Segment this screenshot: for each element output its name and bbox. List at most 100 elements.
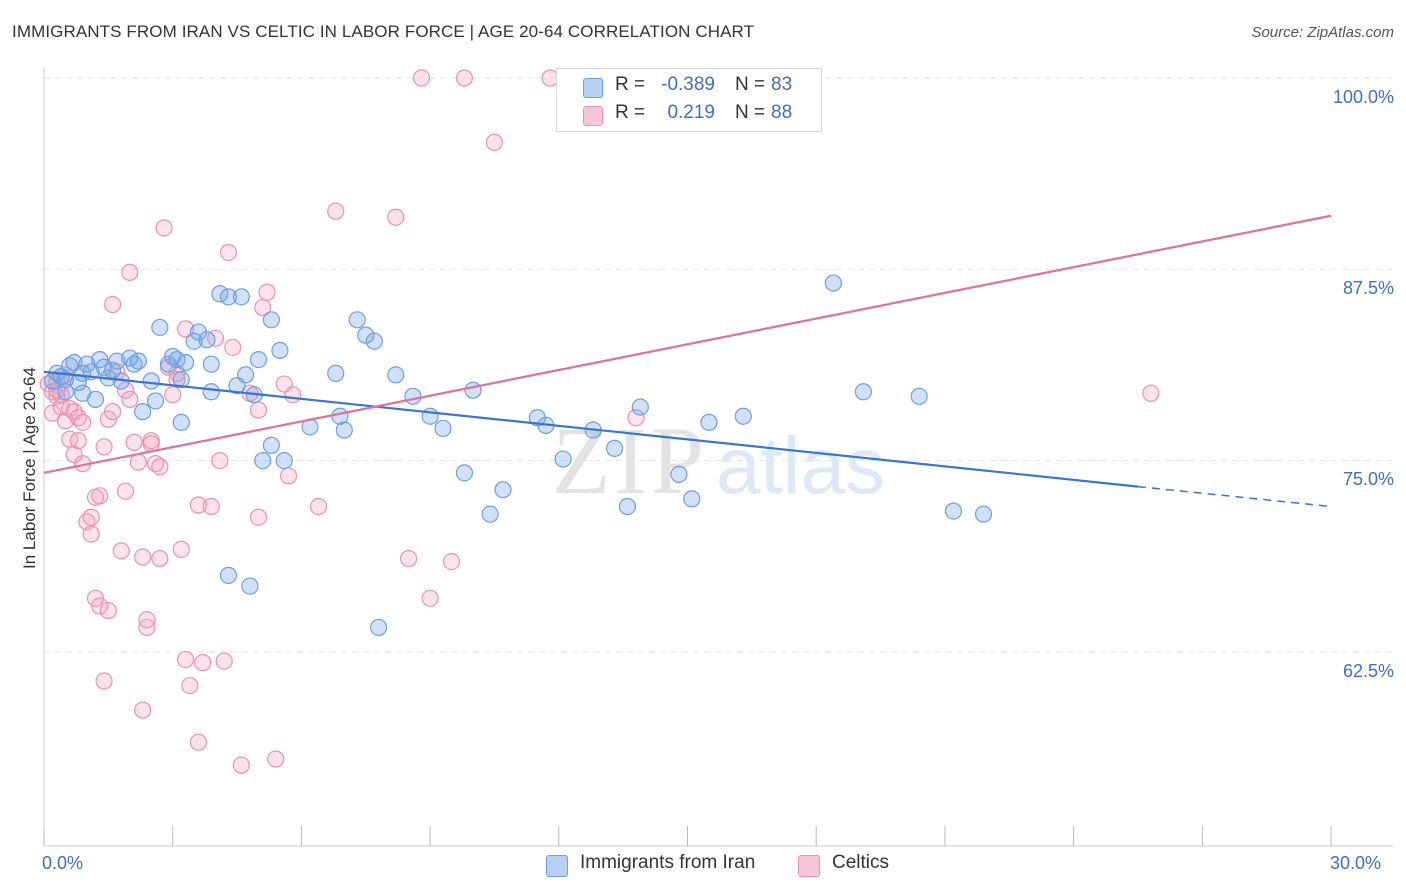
celtics-point — [309, 497, 328, 516]
celtics-point — [202, 497, 220, 516]
celtics-point — [181, 676, 199, 695]
celtics-point — [138, 611, 156, 629]
x-tick-label: 30.0% — [1330, 853, 1382, 873]
watermark-zip: ZIP — [552, 407, 708, 514]
celtics-point — [412, 69, 431, 87]
legend-r-value: 0.219 — [667, 102, 715, 123]
legend-label-celtics: Celtics — [832, 852, 890, 873]
iran-point — [86, 390, 105, 408]
celtics-point — [43, 404, 62, 422]
iran-point — [202, 383, 220, 401]
celtics-point — [455, 69, 474, 87]
celtics-point — [267, 750, 285, 768]
celtics-point — [249, 401, 268, 419]
celtics-point — [485, 133, 504, 151]
iran-points — [43, 274, 993, 637]
iran-point — [854, 383, 872, 401]
iran-point — [370, 618, 388, 637]
iran-point — [824, 274, 842, 292]
iran-point — [421, 407, 439, 425]
celtics-point — [1142, 384, 1160, 402]
celtics-point — [99, 601, 117, 620]
iran-point — [275, 452, 293, 470]
celtics-point — [189, 733, 208, 751]
x-tick-label: 0.0% — [42, 853, 84, 873]
celtics-point — [95, 438, 113, 456]
celtics-point — [421, 589, 439, 607]
axes — [43, 68, 1393, 847]
celtics-point — [155, 219, 173, 237]
iran-point — [974, 505, 993, 523]
y-tick-label: 87.5% — [1342, 278, 1394, 298]
iran-point — [172, 413, 190, 431]
celtics-point — [151, 458, 169, 476]
celtics-point — [400, 549, 418, 568]
legend-r-label: R = — [615, 74, 646, 95]
celtics-point — [627, 409, 645, 427]
celtics-point — [134, 548, 152, 566]
y-tick-label: 62.5% — [1342, 661, 1394, 681]
grid-lines — [44, 77, 1393, 653]
celtics-point — [91, 487, 109, 505]
y-tick-label: 75.0% — [1342, 469, 1394, 489]
legend-n-label: N = — [735, 74, 766, 95]
legend-row-celtics: R = 0.219 N = 88 — [557, 100, 821, 128]
iran-point — [910, 387, 928, 405]
celtics-point — [129, 453, 147, 471]
y-tick-label: 100.0% — [1332, 87, 1394, 107]
celtics-point — [284, 386, 302, 404]
legend-n-label: N = — [735, 102, 766, 123]
iran-point — [241, 577, 259, 595]
iran-point — [605, 439, 624, 457]
iran-point — [202, 355, 220, 373]
celtics-point — [82, 508, 100, 526]
legend-label-iran: Immigrants from Iran — [580, 852, 756, 873]
legend-n-value: 83 — [771, 74, 793, 95]
iran-point — [262, 311, 280, 329]
watermark: ZIP atlas — [552, 407, 885, 514]
iran-point — [249, 350, 268, 369]
iran-trend-extension — [1137, 485, 1332, 508]
iran-point — [327, 364, 345, 382]
celtics-point — [249, 508, 268, 526]
iran-point — [387, 366, 405, 384]
celtics-point — [116, 482, 135, 500]
iran-point — [176, 354, 195, 372]
iran-point — [219, 288, 238, 306]
iran-point — [232, 288, 250, 306]
iran-point — [554, 450, 572, 468]
source-label: Source: ZipAtlas.com — [1251, 24, 1394, 41]
chart-title: IMMIGRANTS FROM IRAN VS CELTIC IN LABOR … — [12, 22, 755, 41]
legend-r-label: R = — [615, 102, 646, 123]
celtics-point — [164, 386, 182, 404]
celtics-points — [39, 69, 1160, 774]
celtics-point — [194, 654, 212, 672]
celtics-point — [172, 540, 190, 558]
iran-point — [237, 366, 255, 384]
iran-point — [365, 332, 383, 350]
celtics-point — [224, 338, 242, 356]
iran-point — [700, 413, 718, 431]
legend-swatch-iran — [546, 855, 568, 877]
y-axis-title: In Labor Force | Age 20-64 — [20, 367, 39, 569]
iran-point — [618, 497, 637, 516]
trend-lines — [43, 214, 1332, 508]
iran-point — [335, 421, 353, 439]
celtics-point — [279, 467, 298, 485]
iran-point — [455, 464, 474, 482]
iran-point — [134, 403, 152, 421]
iran-point — [357, 326, 375, 344]
celtics-point — [189, 496, 208, 514]
celtics-trend-line — [43, 214, 1332, 474]
celtics-point — [207, 329, 225, 347]
iran-point — [129, 352, 147, 370]
celtics-point — [134, 701, 152, 719]
iran-trend-line — [43, 370, 1139, 488]
celtics-point — [121, 263, 139, 281]
celtics-point — [104, 295, 122, 314]
celtics-point — [125, 433, 143, 451]
celtics-point — [219, 243, 238, 262]
celtics-point — [82, 525, 100, 543]
iran-point — [254, 452, 272, 470]
